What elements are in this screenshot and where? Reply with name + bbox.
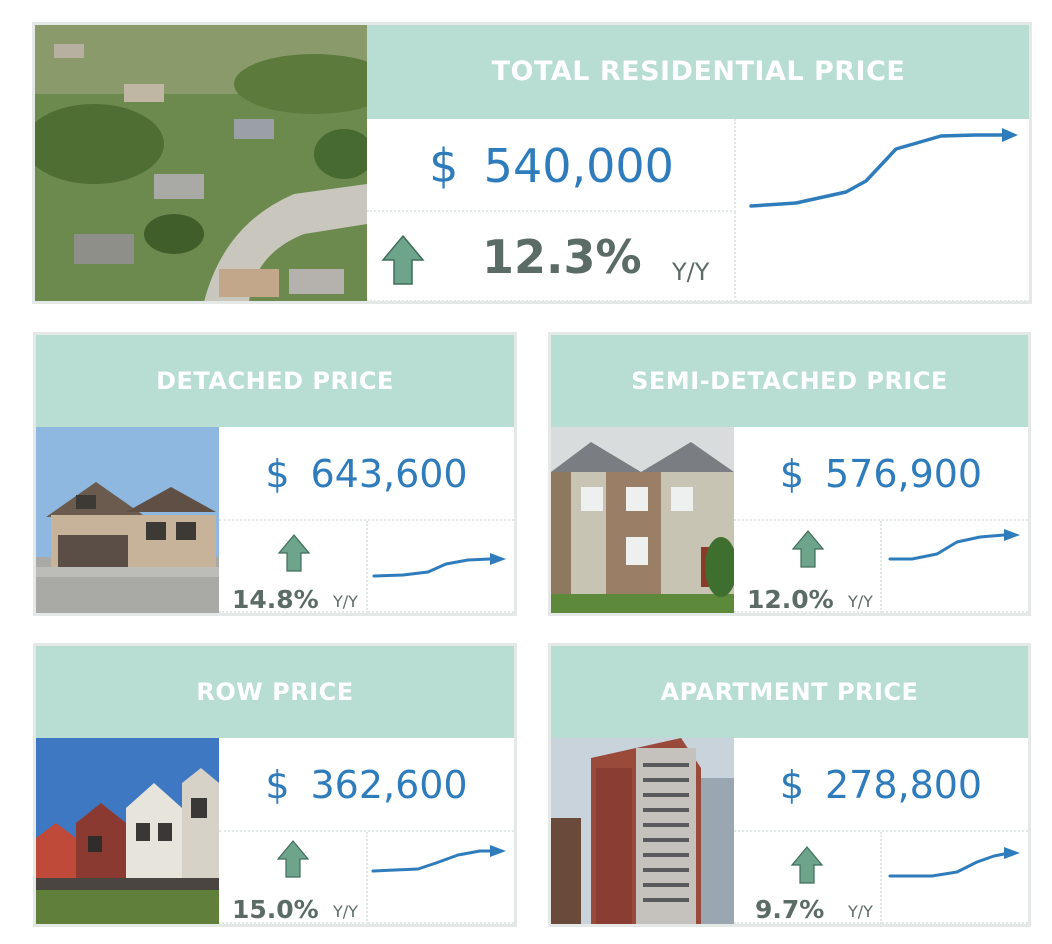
apartment-price-value: 278,800 <box>824 763 983 807</box>
arrow-up-icon <box>792 530 824 568</box>
apartment-price: $ 278,800 <box>734 738 1028 832</box>
detached-change-period: Y/Y <box>333 592 358 611</box>
total-price-value: 540,000 <box>483 138 674 193</box>
currency-symbol: $ <box>429 138 459 193</box>
apartment-header: APARTMENT PRICE <box>551 646 1028 738</box>
currency-symbol: $ <box>265 452 290 496</box>
total-change-period: Y/Y <box>672 258 710 286</box>
semi-detached-trend-sparkline <box>888 529 1020 561</box>
total-price-cell <box>367 119 736 212</box>
apartment-trend-sparkline <box>888 847 1020 878</box>
total-trend-sparkline <box>749 128 1018 208</box>
detached-change-percent: 14.8% <box>232 585 319 614</box>
total-residential-title: TOTAL RESIDENTIAL PRICE <box>491 56 906 87</box>
aerial-neighborhood-photo <box>34 24 367 302</box>
row-price-cell <box>219 738 514 832</box>
semi-detached-title: SEMI-DETACHED PRICE <box>631 367 948 395</box>
apartment-price-cell <box>734 738 1028 832</box>
semi-detached-house-photo <box>551 427 734 613</box>
total-change-percent: 12.3% <box>482 230 642 284</box>
currency-symbol: $ <box>779 452 805 496</box>
detached-header: DETACHED PRICE <box>36 335 514 427</box>
apartment-trend-cell <box>882 832 1028 924</box>
total-residential-header: TOTAL RESIDENTIAL PRICE <box>367 24 1030 119</box>
row-header: ROW PRICE <box>36 646 514 738</box>
semi-detached-price: $ 576,900 <box>734 427 1028 521</box>
apartment-tower-photo <box>551 738 734 924</box>
row-trend-sparkline <box>371 845 506 873</box>
currency-symbol: $ <box>265 763 290 807</box>
total-price: $ 540,000 <box>367 119 736 212</box>
row-price: $ 362,600 <box>219 738 514 832</box>
apartment-title: APARTMENT PRICE <box>660 678 919 706</box>
semi-detached-header: SEMI-DETACHED PRICE <box>551 335 1028 427</box>
arrow-up-icon <box>791 846 823 884</box>
semi-detached-price-value: 576,900 <box>824 452 983 496</box>
semi-detached-price-cell <box>734 427 1028 521</box>
arrow-up-icon <box>381 234 425 285</box>
detached-price-value: 643,600 <box>310 452 468 496</box>
detached-house-photo <box>36 427 219 613</box>
detached-price-cell <box>219 427 514 521</box>
row-title: ROW PRICE <box>196 678 354 706</box>
row-houses-photo <box>36 738 219 924</box>
arrow-up-icon <box>277 840 309 878</box>
detached-trend-sparkline <box>372 553 506 578</box>
row-change-period: Y/Y <box>333 902 358 921</box>
row-change-percent: 15.0% <box>232 895 319 924</box>
detached-price: $ 643,600 <box>219 427 514 521</box>
currency-symbol: $ <box>779 763 805 807</box>
arrow-up-icon <box>278 534 310 572</box>
row-trend-cell <box>368 832 514 924</box>
semi-detached-change-percent: 12.0% <box>747 585 834 614</box>
apartment-change-percent: 9.7% <box>755 895 825 924</box>
apartment-change-period: Y/Y <box>848 902 873 921</box>
detached-title: DETACHED PRICE <box>156 367 394 395</box>
semi-detached-change-period: Y/Y <box>848 592 873 611</box>
row-price-value: 362,600 <box>310 763 468 807</box>
